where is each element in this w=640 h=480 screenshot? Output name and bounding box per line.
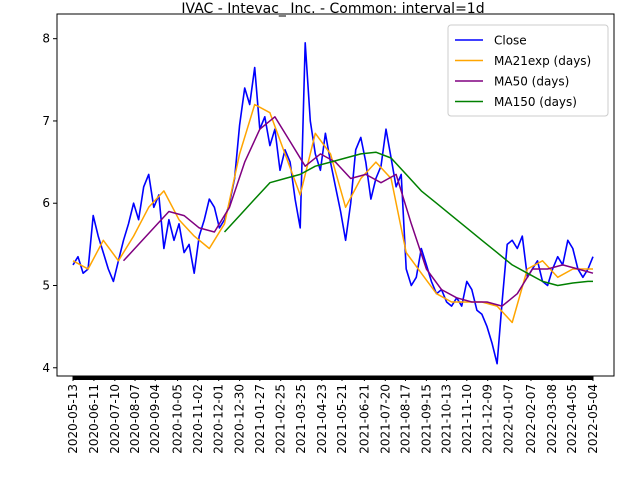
x-tick-label: 2021-11-10	[460, 384, 474, 454]
x-tick-label: 2020-07-10	[108, 384, 122, 454]
y-tick-label: 6	[42, 196, 50, 210]
x-tick-label: 2021-10-13	[440, 384, 454, 454]
legend: Close MA21exp (days) MA50 (days) MA150 (day…	[447, 24, 609, 117]
y-tick-label: 7	[42, 114, 50, 128]
x-tick-label: 2020-05-13	[66, 384, 80, 454]
series-layer	[72, 41, 594, 365]
x-tick-label: 2020-06-11	[87, 384, 101, 454]
legend-label-ma21exp-days: MA21exp (days)	[494, 54, 591, 68]
series-line-close	[72, 41, 594, 365]
x-tick-label: 2021-05-21	[335, 384, 349, 454]
x-minor-ticks	[73, 376, 593, 380]
y-tick-label: 5	[42, 279, 50, 293]
series-line-ma50-days	[122, 116, 594, 307]
x-tick-label: 2022-01-07	[502, 384, 516, 454]
x-tick-label: 2021-08-17	[399, 384, 413, 454]
y-axis: 4 5 6 7 8	[42, 32, 57, 375]
x-tick-label: 2020-09-04	[148, 384, 162, 454]
x-tick-label: 2021-03-25	[294, 384, 308, 454]
x-tick-label: 2020-11-02	[191, 384, 205, 454]
legend-label-ma150-days: MA150 (days)	[494, 95, 577, 109]
y-tick-label: 4	[42, 361, 50, 375]
x-tick-label: 2020-12-30	[233, 384, 247, 454]
x-tick-label: 2021-07-20	[378, 384, 392, 454]
x-tick-label: 2022-04-05	[565, 384, 579, 454]
series-line-ma21exp-days	[72, 103, 593, 324]
x-axis: 2020-05-13 2020-06-11 2020-07-10 2020-08-07…	[66, 376, 600, 454]
x-tick-label: 2022-02-07	[524, 384, 538, 454]
x-tick-label: 2021-12-09	[481, 384, 495, 454]
y-tick-label: 8	[42, 32, 50, 46]
legend-box	[447, 24, 609, 117]
chart-title: IVAC - Intevac_ Inc. - Common: interval=…	[181, 1, 484, 17]
x-tick-label: 2022-03-08	[545, 384, 559, 454]
x-tick-label: 2021-02-25	[274, 384, 288, 454]
x-tick-label: 2021-01-27	[253, 384, 267, 454]
x-tick-label: 2022-05-04	[586, 384, 600, 454]
x-tick-label: 2021-06-21	[357, 384, 371, 454]
series-line-ma150-days	[223, 151, 593, 287]
x-tick-label: 2021-04-23	[315, 384, 329, 454]
x-tick-label: 2021-09-15	[419, 384, 433, 454]
legend-label-close: Close	[494, 34, 527, 48]
legend-label-ma50-days: MA50 (days)	[494, 75, 569, 89]
x-tick-label: 2020-10-05	[171, 384, 185, 454]
x-tick-label: 2020-08-07	[128, 384, 142, 454]
x-tick-label: 2020-12-01	[212, 384, 226, 454]
